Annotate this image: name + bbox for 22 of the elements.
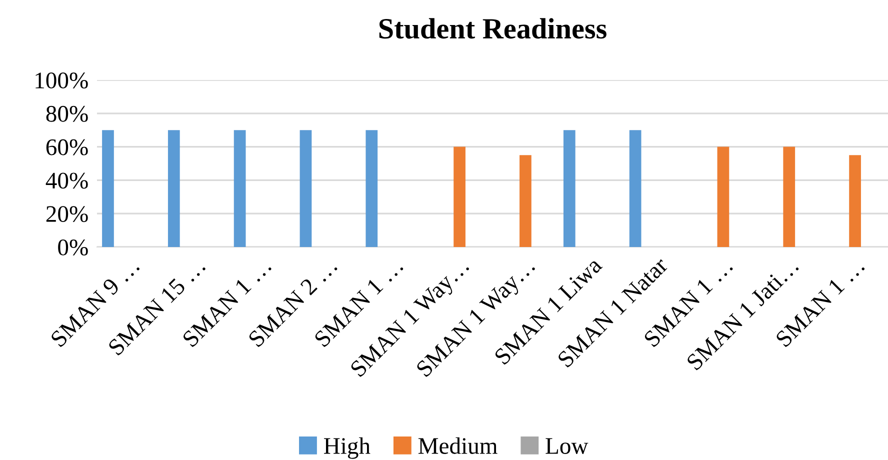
legend-label: High	[324, 437, 370, 459]
bar	[520, 155, 532, 247]
legend-label: Medium	[418, 437, 498, 454]
bar	[454, 146, 466, 247]
y-tick-label: 60%	[46, 139, 88, 156]
y-tick-label: 80%	[46, 106, 88, 122]
y-tick-label: 0%	[58, 239, 88, 256]
y-tick-label: 100%	[36, 72, 88, 88]
bar	[102, 130, 114, 247]
bar	[563, 130, 576, 247]
bar	[783, 146, 796, 247]
chart-title: Student Readiness	[379, 18, 606, 39]
bar	[849, 155, 861, 247]
bar	[366, 130, 378, 247]
y-tick-label: 40%	[46, 172, 88, 189]
bar	[629, 130, 642, 247]
bar	[300, 130, 312, 247]
bar	[234, 130, 246, 247]
bar	[717, 146, 730, 247]
bar	[168, 130, 180, 247]
y-tick-label: 20%	[46, 206, 88, 222]
legend-label: Low	[546, 438, 588, 454]
